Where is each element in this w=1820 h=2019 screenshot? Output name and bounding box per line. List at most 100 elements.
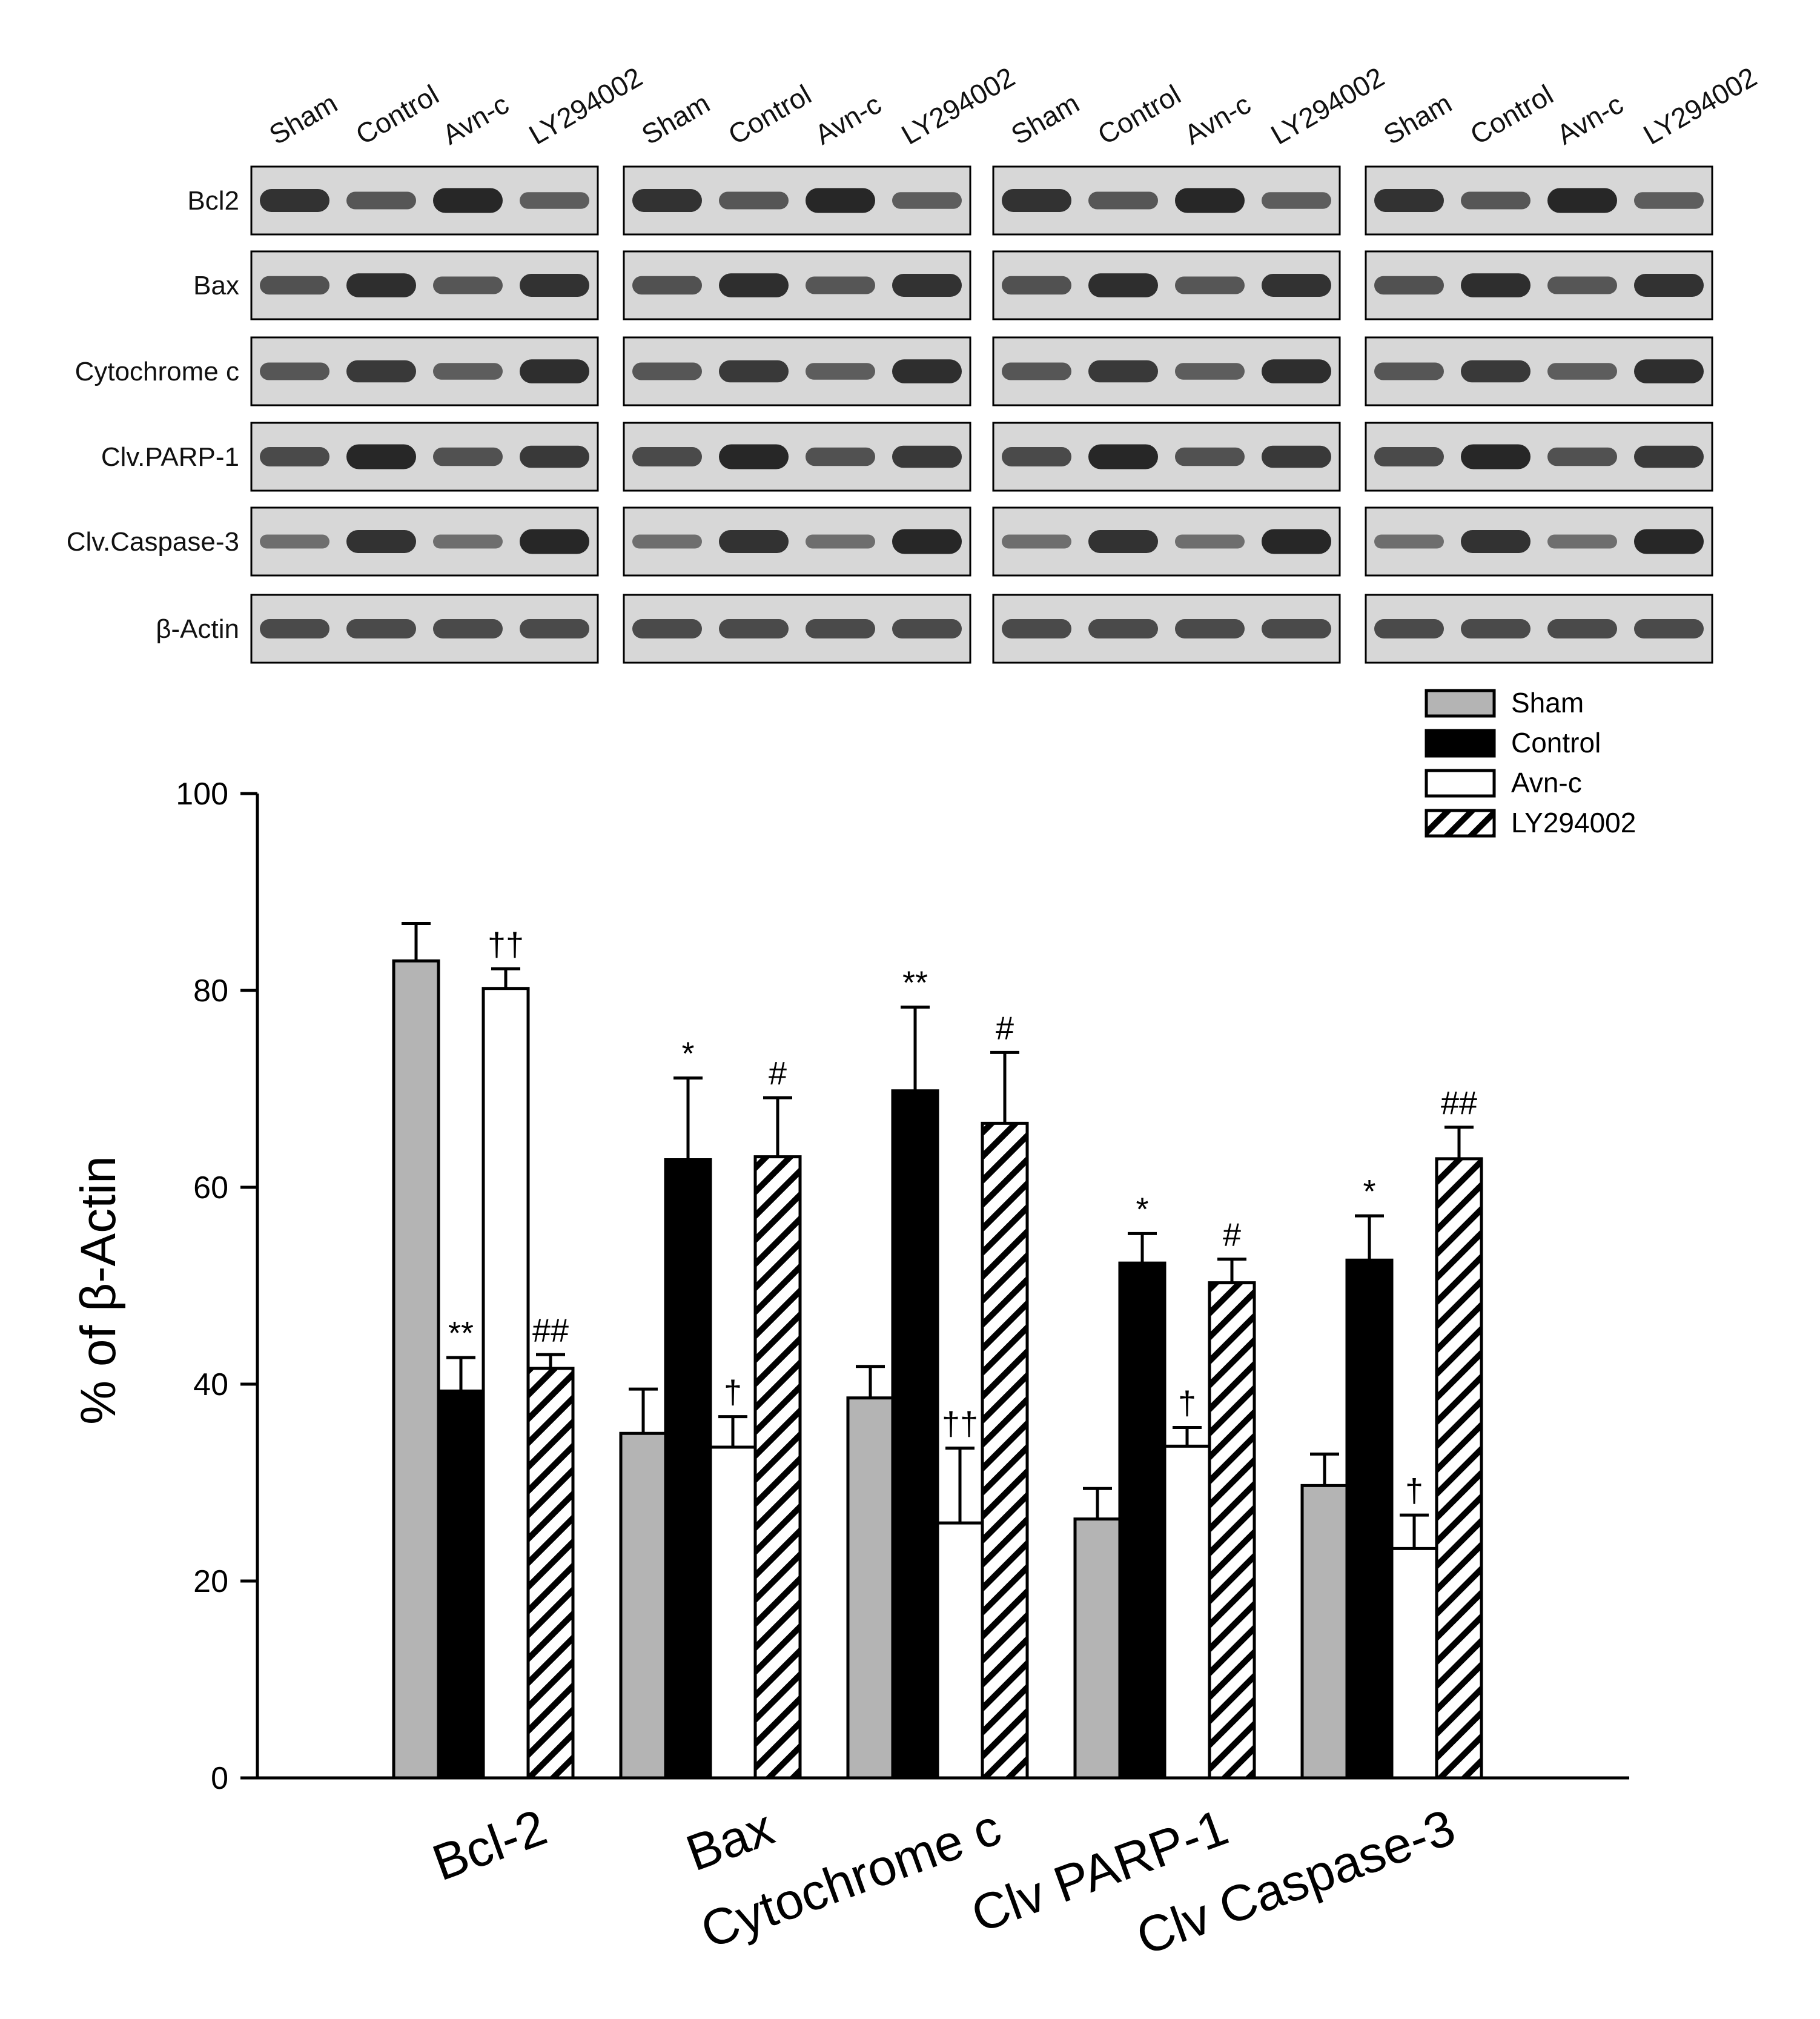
protein-band xyxy=(892,274,962,297)
protein-band xyxy=(1088,619,1158,638)
protein-band xyxy=(520,619,589,638)
protein-band xyxy=(1262,529,1331,554)
protein-band xyxy=(1175,363,1245,380)
protein-band xyxy=(520,445,589,468)
protein-band xyxy=(1088,191,1158,210)
bar xyxy=(392,959,440,1780)
protein-band xyxy=(520,529,589,554)
blot-strip xyxy=(992,336,1341,406)
y-tick-label: 80 xyxy=(193,973,228,1009)
bar xyxy=(481,987,530,1780)
blot-strip xyxy=(623,422,971,492)
significance-marker: * xyxy=(1363,1173,1375,1210)
protein-band xyxy=(1088,273,1158,297)
protein-band xyxy=(1002,534,1071,549)
protein-band xyxy=(1634,529,1704,554)
protein-band xyxy=(806,534,875,549)
protein-band xyxy=(892,529,962,554)
bar-group xyxy=(1073,1487,1122,1780)
blot-strip xyxy=(250,336,599,406)
protein-band xyxy=(260,189,329,212)
y-tick-label: 20 xyxy=(193,1564,228,1599)
protein-band xyxy=(892,619,962,638)
legend-entry: Sham xyxy=(1425,687,1584,718)
bar-group: †† xyxy=(481,926,530,1780)
protein-band xyxy=(1374,189,1444,212)
protein-band xyxy=(260,619,329,638)
bar xyxy=(1073,1517,1122,1780)
protein-band xyxy=(346,444,416,469)
significance-marker: † xyxy=(1405,1473,1423,1509)
blot-strip xyxy=(992,422,1341,492)
significance-marker: # xyxy=(769,1055,787,1092)
blot-row-label: Clv.PARP-1 xyxy=(101,442,239,472)
significance-marker: # xyxy=(1223,1217,1241,1253)
protein-band xyxy=(520,359,589,383)
legend-swatch xyxy=(1425,769,1496,798)
bar xyxy=(753,1155,802,1780)
legend-label: Sham xyxy=(1511,687,1584,718)
protein-band xyxy=(346,273,416,297)
blot-strip xyxy=(992,165,1341,236)
significance-marker: * xyxy=(1136,1191,1148,1227)
protein-band xyxy=(1461,191,1530,210)
legend-entry: Avn-c xyxy=(1425,767,1582,798)
blot-strip xyxy=(250,422,599,492)
blot-strip xyxy=(250,165,599,236)
significance-marker: ** xyxy=(902,965,928,1001)
protein-band xyxy=(719,273,789,297)
bar-group xyxy=(392,922,440,1780)
blot-strip xyxy=(992,594,1341,664)
protein-band xyxy=(1002,276,1071,295)
protein-band xyxy=(433,447,503,466)
protein-band xyxy=(520,192,589,209)
legend-entry: LY294002 xyxy=(1425,807,1636,838)
protein-band xyxy=(433,188,503,213)
protein-band xyxy=(1262,359,1331,383)
protein-band xyxy=(260,447,329,466)
legend-label: Avn-c xyxy=(1511,767,1582,798)
protein-band xyxy=(1547,534,1617,549)
protein-band xyxy=(1088,360,1158,383)
protein-band xyxy=(1002,447,1071,466)
blot-strip xyxy=(623,594,971,664)
blot-row-label: Clv.Caspase-3 xyxy=(67,527,239,557)
bar xyxy=(936,1521,984,1780)
protein-band xyxy=(806,276,875,294)
protein-band xyxy=(719,444,789,469)
blot-strip xyxy=(1365,250,1713,320)
protein-band xyxy=(719,360,789,383)
protein-band xyxy=(346,530,416,553)
protein-band xyxy=(1461,444,1530,469)
protein-band xyxy=(1175,619,1245,638)
blot-strip xyxy=(1365,506,1713,577)
protein-band xyxy=(632,362,702,380)
protein-band xyxy=(1175,534,1245,549)
blot-row-label: Bax xyxy=(193,271,239,300)
bar xyxy=(664,1158,712,1780)
legend: Sham Control Avn-c LY294002 xyxy=(1425,687,1636,838)
significance-marker: ## xyxy=(1441,1085,1477,1121)
bar xyxy=(1163,1444,1211,1780)
protein-band xyxy=(632,619,702,638)
bar-group: ** xyxy=(891,965,939,1780)
protein-band xyxy=(260,534,329,549)
bar-group: † xyxy=(1390,1473,1438,1780)
bar-group: # xyxy=(981,1010,1029,1780)
blot-strip xyxy=(623,165,971,236)
protein-band xyxy=(1547,188,1617,213)
protein-band xyxy=(719,530,789,553)
blot-strip xyxy=(992,250,1341,320)
bar-group xyxy=(846,1365,895,1780)
protein-band xyxy=(632,534,702,549)
protein-band xyxy=(1262,445,1331,468)
protein-band xyxy=(892,445,962,468)
protein-band xyxy=(1175,188,1245,213)
blot-strip xyxy=(1365,165,1713,236)
blot-strip xyxy=(1365,336,1713,406)
legend-swatch xyxy=(1425,689,1496,718)
protein-band xyxy=(1461,360,1530,383)
significance-marker: ## xyxy=(532,1312,569,1348)
protein-band xyxy=(719,191,789,210)
